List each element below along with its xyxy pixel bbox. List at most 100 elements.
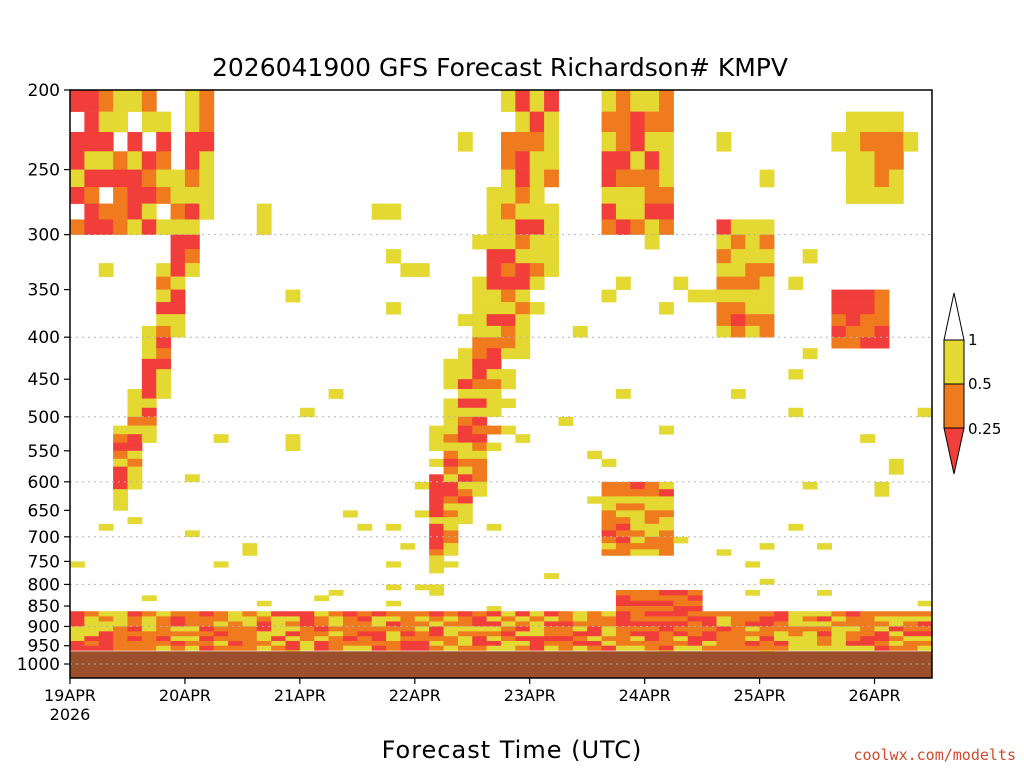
ri-cell bbox=[472, 325, 488, 338]
ri-cell bbox=[486, 358, 502, 370]
ri-cell bbox=[184, 186, 200, 204]
ri-cell bbox=[745, 621, 761, 627]
ri-cell bbox=[845, 616, 861, 622]
ri-cell bbox=[529, 219, 545, 235]
ri-cell bbox=[659, 543, 674, 550]
ri-cell bbox=[443, 369, 459, 380]
ri-cell bbox=[745, 249, 761, 264]
ri-cell bbox=[429, 621, 445, 627]
x-axis-title: Forecast Time (UTC) bbox=[382, 736, 643, 764]
ri-cell bbox=[630, 169, 646, 188]
ri-cell bbox=[630, 636, 646, 642]
ri-cell bbox=[84, 616, 100, 622]
ri-cell bbox=[285, 645, 301, 651]
y-axis: 200 250 300 350 400 450 500 550 600 650 700 750 8008… bbox=[17, 81, 70, 675]
ri-cell bbox=[429, 567, 445, 574]
ri-cell bbox=[199, 616, 215, 622]
ri-cell bbox=[515, 186, 531, 204]
ri-cell bbox=[745, 289, 761, 303]
ri-cell bbox=[457, 450, 473, 460]
x-tick-label-20APR: 20APR bbox=[159, 686, 211, 705]
ri-cell bbox=[917, 600, 932, 607]
ri-cell bbox=[515, 337, 531, 349]
y-tick-label-400: 400 bbox=[28, 328, 60, 348]
ri-cell bbox=[457, 631, 473, 637]
ri-cell bbox=[817, 589, 832, 596]
ri-cell bbox=[472, 337, 488, 349]
surface-ground bbox=[70, 651, 932, 678]
ri-cell bbox=[515, 631, 531, 637]
ri-cell bbox=[199, 151, 215, 170]
ri-cell bbox=[515, 434, 531, 443]
ri-cell bbox=[716, 621, 732, 627]
ri-cell bbox=[141, 631, 157, 637]
ri-cell bbox=[845, 169, 861, 188]
ri-cell bbox=[759, 263, 775, 277]
ri-cell bbox=[702, 631, 717, 637]
ri-cell bbox=[501, 314, 516, 327]
ri-cell bbox=[687, 589, 703, 596]
ri-cell bbox=[443, 543, 459, 550]
ri-cell bbox=[70, 616, 85, 622]
ri-cell bbox=[615, 90, 631, 112]
ri-cell bbox=[443, 626, 459, 632]
ri-cell bbox=[443, 523, 459, 531]
ri-cell bbox=[615, 611, 631, 617]
ri-cell bbox=[802, 621, 818, 627]
ri-cell bbox=[630, 186, 646, 204]
ri-cell bbox=[84, 186, 100, 204]
credit-link[interactable]: coolwx.com/modelts bbox=[853, 746, 1016, 764]
ri-cell bbox=[429, 530, 445, 538]
ri-cell bbox=[285, 611, 301, 617]
ri-cell bbox=[615, 621, 631, 627]
ri-cell bbox=[687, 621, 703, 627]
ri-cell bbox=[113, 621, 128, 627]
ri-cell bbox=[601, 523, 617, 531]
ri-cell bbox=[98, 645, 114, 651]
ri-cell bbox=[457, 640, 473, 647]
ri-cell bbox=[730, 636, 746, 642]
ri-cell bbox=[659, 621, 674, 627]
ri-cell bbox=[371, 616, 387, 622]
ri-cell bbox=[271, 616, 286, 622]
ri-cell bbox=[328, 616, 344, 622]
ri-cell bbox=[601, 645, 617, 651]
ri-cell bbox=[141, 358, 157, 370]
ri-cell bbox=[615, 530, 631, 538]
ri-cell bbox=[587, 626, 603, 632]
ri-cell bbox=[558, 636, 574, 642]
ri-cell bbox=[630, 489, 646, 497]
ri-cell bbox=[113, 640, 128, 647]
ri-cell bbox=[472, 358, 488, 370]
ri-cell bbox=[544, 263, 559, 277]
ri-cell bbox=[759, 314, 775, 327]
ri-cell bbox=[141, 325, 157, 338]
ri-cell bbox=[127, 631, 143, 637]
ri-cell bbox=[716, 314, 732, 327]
ri-cell bbox=[529, 151, 545, 170]
ri-cell bbox=[874, 621, 890, 627]
ri-cell bbox=[501, 616, 516, 622]
ri-cell bbox=[228, 626, 243, 632]
ri-cell bbox=[845, 302, 861, 315]
ri-cell bbox=[486, 616, 502, 622]
ri-cell bbox=[615, 186, 631, 204]
ri-cell bbox=[903, 640, 919, 647]
ri-cell bbox=[271, 640, 286, 647]
ri-cell bbox=[544, 234, 559, 250]
ri-cell bbox=[113, 489, 128, 497]
ri-cell bbox=[70, 90, 85, 112]
ri-cell bbox=[156, 640, 172, 647]
y-tick-label-450: 450 bbox=[28, 370, 60, 390]
ri-cell bbox=[788, 407, 804, 418]
ri-cell bbox=[615, 496, 631, 504]
ri-cell bbox=[759, 611, 775, 617]
ri-cell bbox=[615, 616, 631, 622]
ri-cell bbox=[501, 425, 516, 435]
ri-cell bbox=[472, 450, 488, 460]
ri-cell bbox=[84, 203, 100, 220]
ri-cell bbox=[572, 636, 588, 642]
ri-cell bbox=[716, 289, 732, 303]
ri-cell bbox=[888, 466, 904, 475]
ri-cell bbox=[501, 203, 516, 220]
